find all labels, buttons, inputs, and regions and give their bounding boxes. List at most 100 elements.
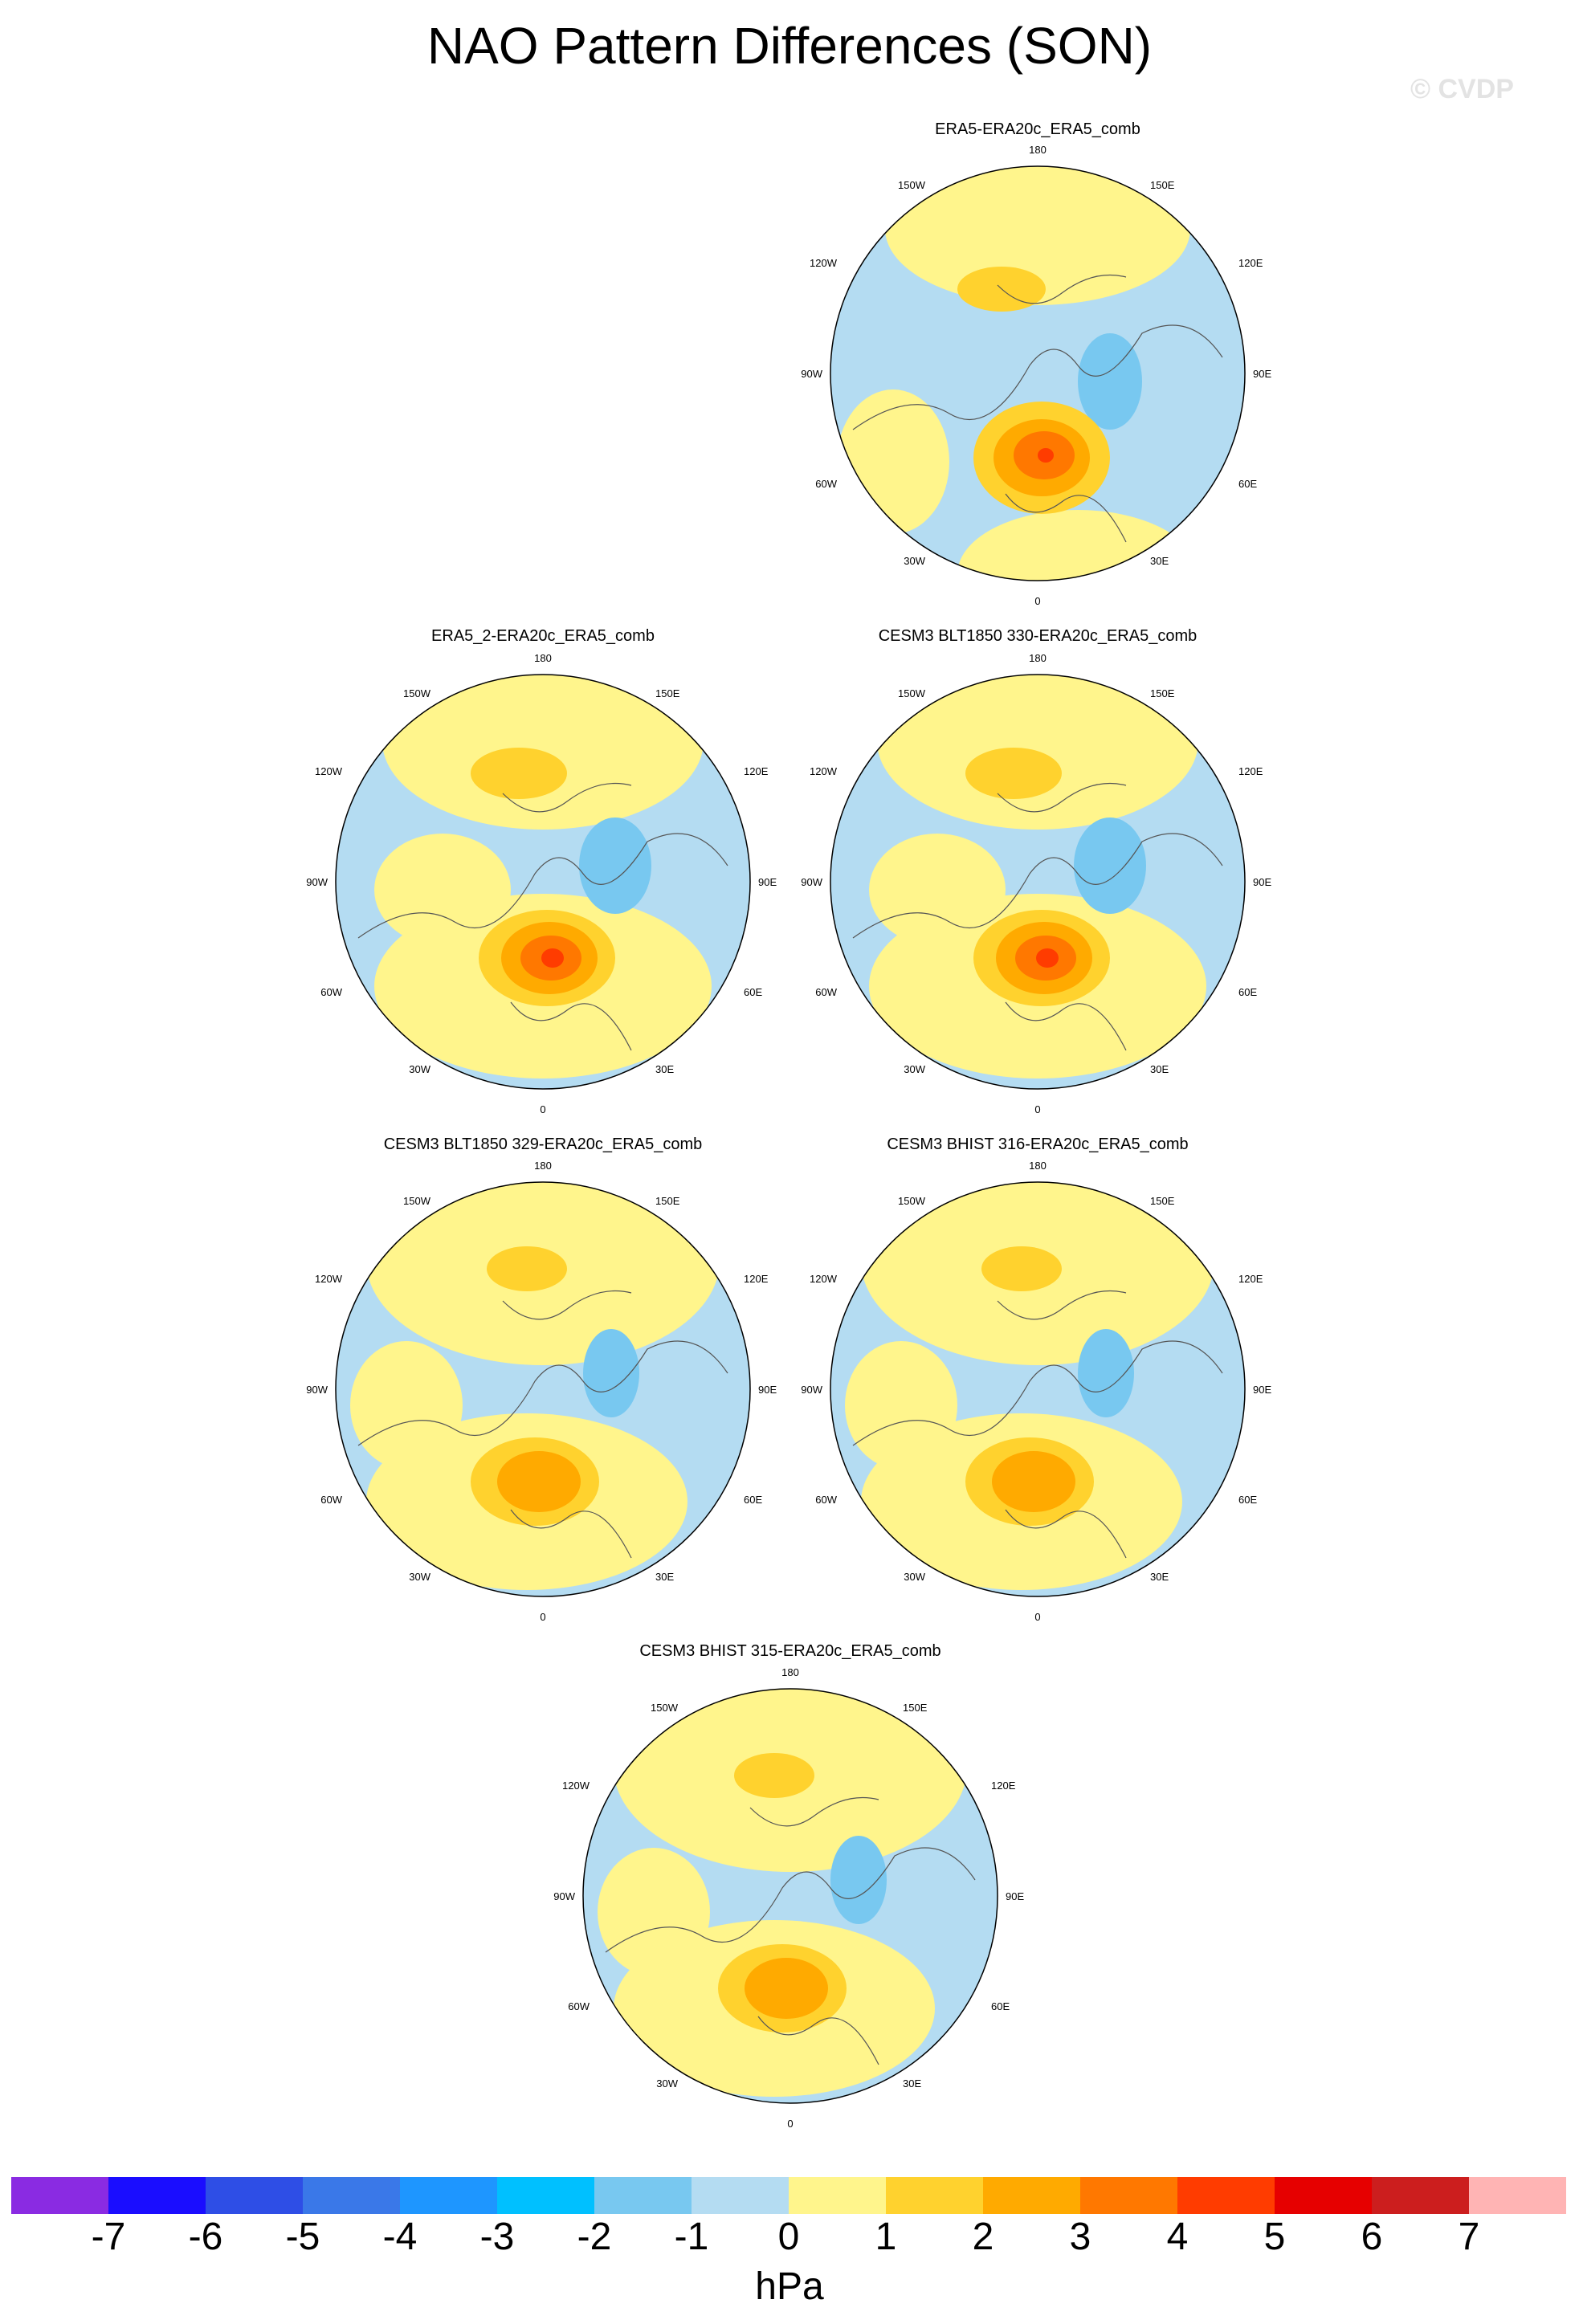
- longitude-label: 60W: [815, 478, 837, 490]
- longitude-label: 60W: [815, 1494, 837, 1506]
- longitude-label: 90W: [553, 1890, 575, 1902]
- positive-anomaly-contour: [981, 1246, 1062, 1291]
- positive-anomaly-contour: [992, 1451, 1075, 1512]
- longitude-label: 0: [1034, 1611, 1040, 1623]
- coastline: [852, 275, 1223, 543]
- longitude-label: 120W: [810, 257, 838, 269]
- longitude-label: 120W: [315, 1273, 343, 1285]
- longitude-label: 120E: [1238, 257, 1263, 269]
- colorbar-cell: [108, 2177, 206, 2214]
- longitude-label: 60E: [1238, 478, 1257, 490]
- negative-anomaly-contour: [583, 1329, 639, 1417]
- longitude-label: 120E: [744, 1273, 769, 1285]
- map-boundary: [830, 165, 1246, 581]
- colorbar-unit: hPa: [755, 2265, 824, 2308]
- positive-anomaly-contour: [869, 834, 1006, 946]
- longitude-label: 120E: [1238, 1273, 1263, 1285]
- map-boundary: [830, 674, 1246, 1090]
- colorbar-cell: [692, 2177, 789, 2214]
- longitude-label: 150W: [898, 1195, 926, 1207]
- negative-anomaly-contour: [1078, 1329, 1134, 1417]
- longitude-label: 90E: [1253, 368, 1271, 380]
- polar-map: 180 0 150W 150E 120W 120E 90W 90E 60W 60E 30W 30E: [306, 1160, 777, 1623]
- longitude-label: 90E: [1253, 1384, 1271, 1396]
- longitude-label: 150E: [655, 687, 680, 699]
- colorbar-cell: [594, 2177, 692, 2214]
- negative-anomaly-contour: [1074, 817, 1146, 914]
- longitude-label: 90E: [758, 1384, 777, 1396]
- colorbar-tick-label: -5: [285, 2216, 320, 2258]
- panel-title: CESM3 BHIST 315-ERA20c_ERA5_comb: [639, 1642, 941, 1660]
- longitude-label: 60E: [1238, 1494, 1257, 1506]
- colorbar-tick-label: 7: [1458, 2216, 1480, 2258]
- positive-anomaly-contour: [350, 1341, 463, 1470]
- panel-title: CESM3 BLT1850 330-ERA20c_ERA5_comb: [878, 627, 1198, 645]
- positive-anomaly-contour: [745, 1958, 828, 2019]
- longitude-label: 120E: [1238, 765, 1263, 777]
- coastline: [357, 783, 728, 1051]
- colorbar-tick-label: -4: [382, 2216, 418, 2258]
- longitude-label: 90W: [306, 876, 328, 888]
- positive-anomaly-contour: [1036, 948, 1059, 968]
- colorbar-tick-label: -3: [479, 2216, 515, 2258]
- longitude-label: 30E: [903, 2077, 921, 2090]
- longitude-label: 60E: [744, 986, 762, 998]
- colorbar-cell: [789, 2177, 886, 2214]
- longitude-label: 90W: [801, 1384, 822, 1396]
- longitude-label: 30E: [1150, 1571, 1169, 1583]
- colorbar-tick-label: 0: [777, 2216, 800, 2258]
- longitude-label: 180: [1029, 1160, 1047, 1172]
- longitude-label: 30W: [656, 2077, 678, 2090]
- longitude-label: 150W: [403, 687, 431, 699]
- longitude-label: 150E: [903, 1702, 928, 1714]
- longitude-label: 150E: [1150, 687, 1175, 699]
- coastline: [605, 1797, 976, 2065]
- longitude-label: 0: [540, 1611, 545, 1623]
- polar-map: 180 0 150W 150E 120W 120E 90W 90E 60W 60E 30W 30E: [801, 652, 1271, 1115]
- longitude-label: 60E: [744, 1494, 762, 1506]
- colorbar-cell: [886, 2177, 983, 2214]
- colorbar-tick-label: -1: [674, 2216, 709, 2258]
- longitude-label: 120E: [991, 1780, 1016, 1792]
- longitude-label: 150W: [898, 687, 926, 699]
- positive-anomaly-contour: [965, 748, 1062, 799]
- longitude-label: 30W: [904, 555, 925, 567]
- longitude-label: 150W: [651, 1702, 679, 1714]
- colorbar-cell: [11, 2177, 108, 2214]
- colorbar-cell: [1177, 2177, 1275, 2214]
- longitude-label: 0: [1034, 1103, 1040, 1115]
- positive-anomaly-contour: [382, 675, 704, 830]
- panel-title: ERA5_2-ERA20c_ERA5_comb: [431, 627, 655, 645]
- coastline: [852, 783, 1223, 1051]
- positive-anomaly-contour: [885, 166, 1190, 305]
- polar-map: 180 0 150W 150E 120W 120E 90W 90E 60W 60E 30W 30E: [306, 652, 777, 1115]
- colorbar-cell: [497, 2177, 594, 2214]
- polar-map: 180 0 150W 150E 120W 120E 90W 90E 60W 60E 30W 30E: [801, 144, 1271, 607]
- polar-map: 180 0 150W 150E 120W 120E 90W 90E 60W 60E 30W 30E: [801, 1160, 1271, 1623]
- longitude-label: 150E: [1150, 179, 1175, 191]
- longitude-label: 90W: [306, 1384, 328, 1396]
- positive-anomaly-contour: [487, 1246, 567, 1291]
- negative-anomaly-contour: [830, 1836, 887, 1924]
- longitude-label: 90E: [758, 876, 777, 888]
- longitude-label: 120W: [315, 765, 343, 777]
- longitude-label: 0: [787, 2118, 793, 2130]
- longitude-label: 90E: [1253, 876, 1271, 888]
- longitude-label: 150W: [403, 1195, 431, 1207]
- longitude-label: 30W: [904, 1063, 925, 1075]
- longitude-label: 90W: [801, 876, 822, 888]
- colorbar-tick-label: 5: [1263, 2216, 1286, 2258]
- colorbar-cell: [1469, 2177, 1566, 2214]
- map-boundary: [582, 1688, 998, 2104]
- longitude-label: 180: [1029, 144, 1047, 156]
- longitude-label: 120W: [562, 1780, 590, 1792]
- map-boundary: [335, 1181, 751, 1597]
- colorbar-cell: [206, 2177, 303, 2214]
- polar-map: 180 0 150W 150E 120W 120E 90W 90E 60W 60E 30W 30E: [553, 1666, 1024, 2130]
- figure-title: NAO Pattern Differences (SON): [426, 17, 1153, 75]
- longitude-label: 30E: [1150, 1063, 1169, 1075]
- longitude-label: 120E: [744, 765, 769, 777]
- positive-anomaly-contour: [877, 675, 1198, 830]
- colorbar-cell: [983, 2177, 1080, 2214]
- positive-anomaly-contour: [837, 389, 949, 534]
